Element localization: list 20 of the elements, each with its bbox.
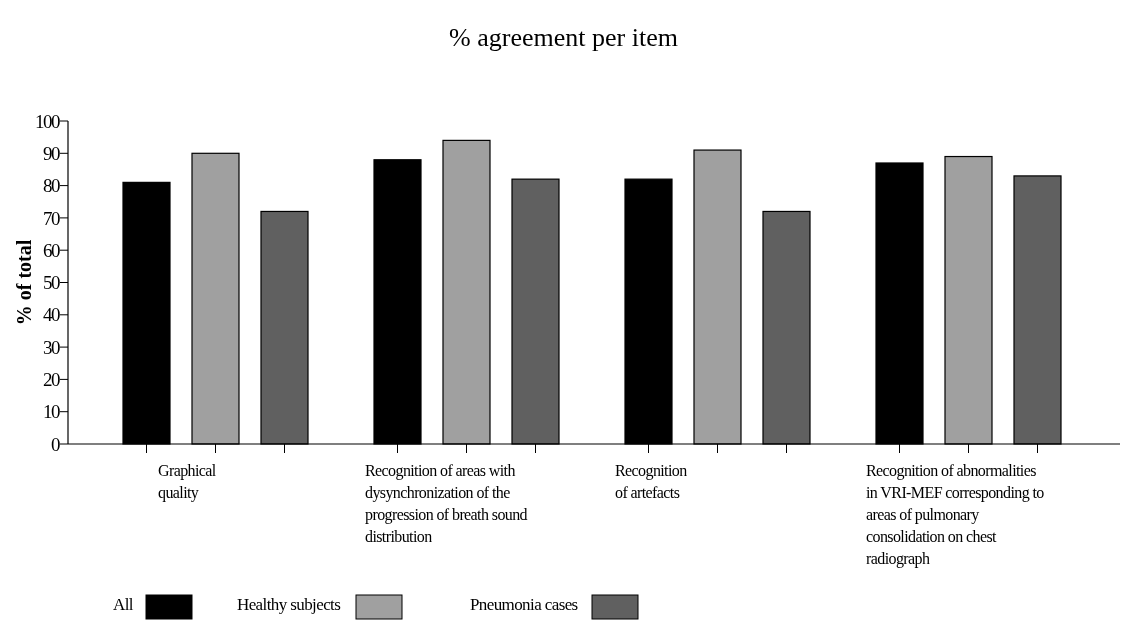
y-tick-label: 10 (43, 401, 60, 423)
y-tick-label: 40 (43, 304, 60, 326)
y-tick-label: 60 (43, 239, 60, 261)
y-tick-label: 70 (43, 207, 60, 229)
y-tick-label: 50 (43, 272, 60, 294)
legend-label: All (113, 595, 134, 614)
legend-label: Healthy subjects (237, 595, 341, 614)
x-tick-label: Recognition of artefacts (615, 462, 688, 501)
y-tick-label: 30 (43, 336, 60, 358)
x-tick-label: Graphical quality (158, 462, 217, 502)
y-tick-label: 0 (51, 433, 60, 455)
x-tick-label: Recognition of abnormalities in VRI-MEF corresponding to areas of pulmonary consolidation on chest radiograph (866, 462, 1045, 568)
y-tick-label: 20 (43, 369, 60, 391)
y-tick-label: 80 (43, 175, 60, 197)
y-axis-title: % of total (13, 239, 35, 326)
y-tick-label: 100 (35, 110, 60, 132)
x-tick-label: Recognition of areas with dysynchronization of the progression of breath sound distribution (365, 462, 528, 545)
chart-title: % agreement per item (449, 23, 678, 52)
y-tick-label: 90 (43, 142, 60, 164)
legend-label: Pneumonia cases (470, 595, 578, 614)
